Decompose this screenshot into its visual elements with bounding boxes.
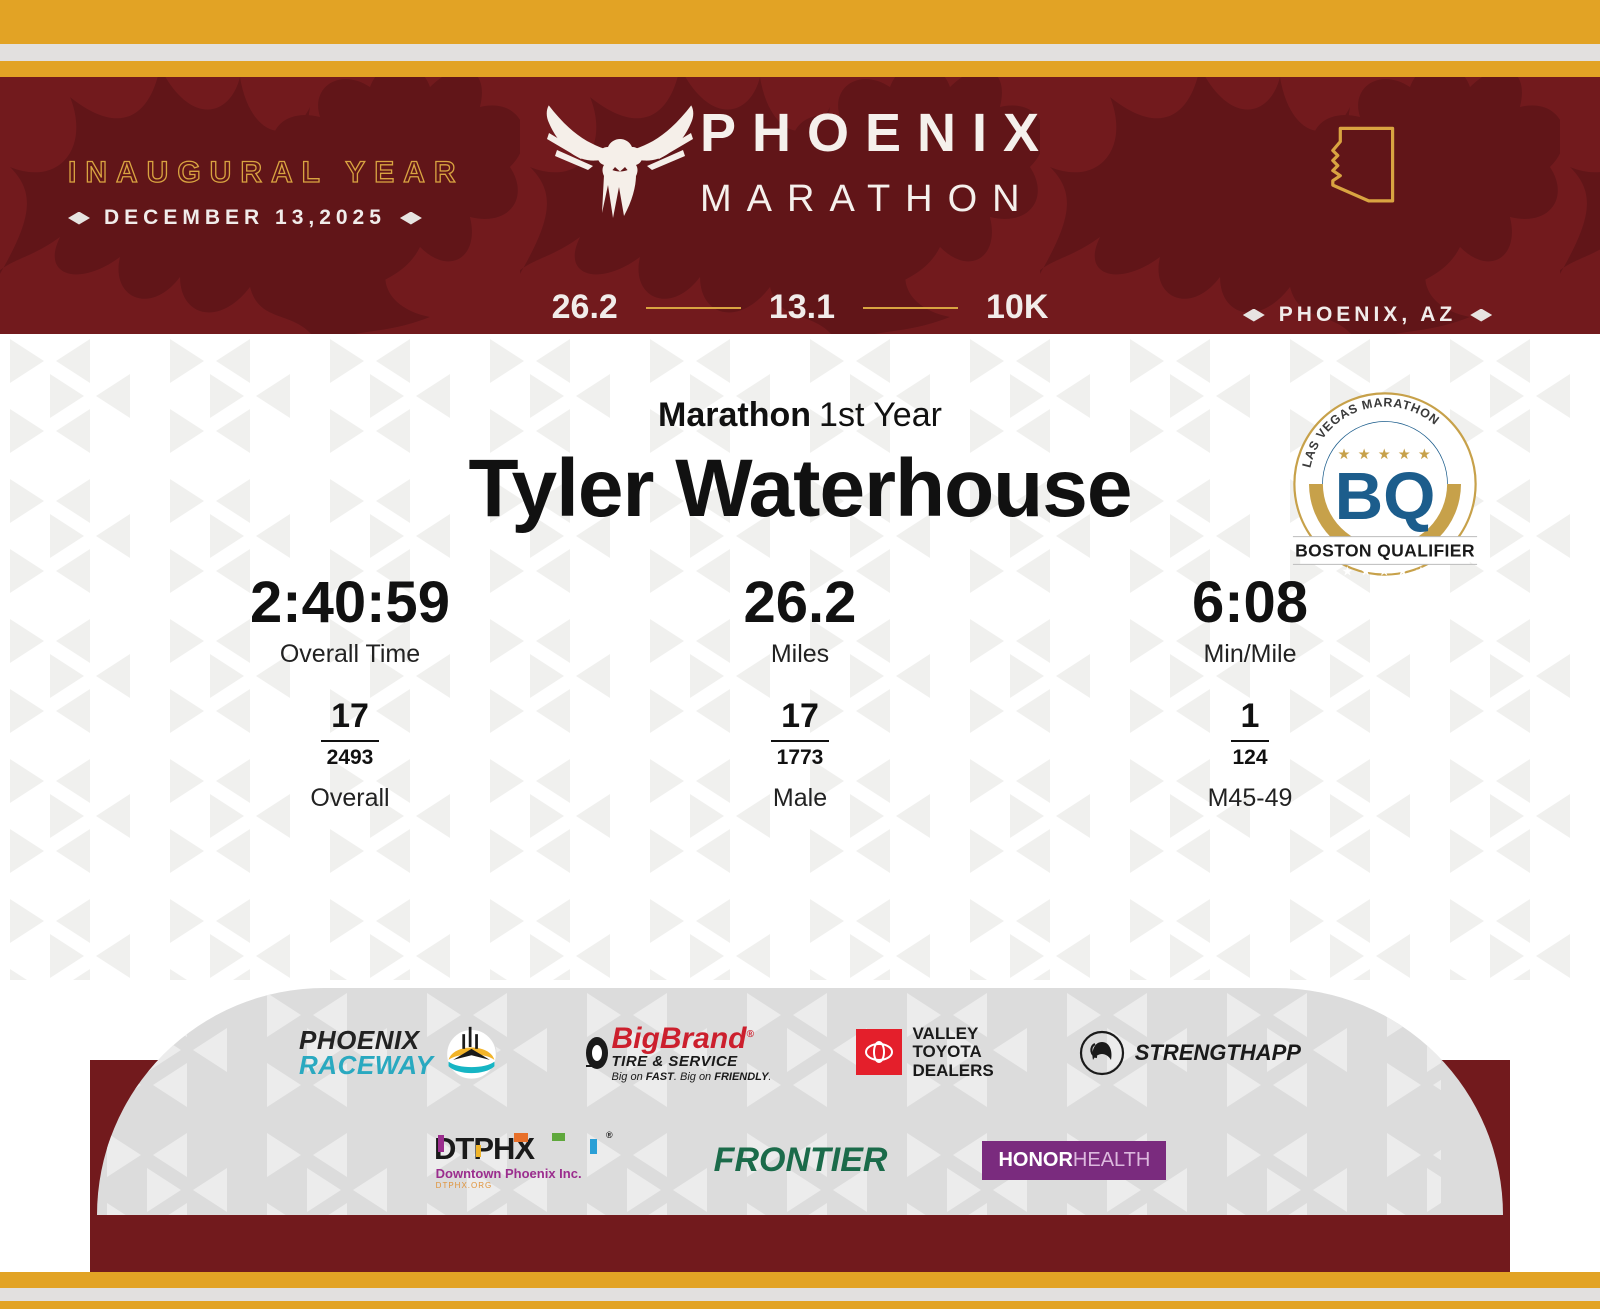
- svg-text:BQ: BQ: [1335, 459, 1436, 534]
- svg-text:★ ★ ★ ★ ★: ★ ★ ★ ★ ★: [1342, 563, 1429, 578]
- svg-text:BOSTON QUALIFIER: BOSTON QUALIFIER: [1295, 540, 1475, 560]
- svg-text:®: ®: [606, 1130, 613, 1140]
